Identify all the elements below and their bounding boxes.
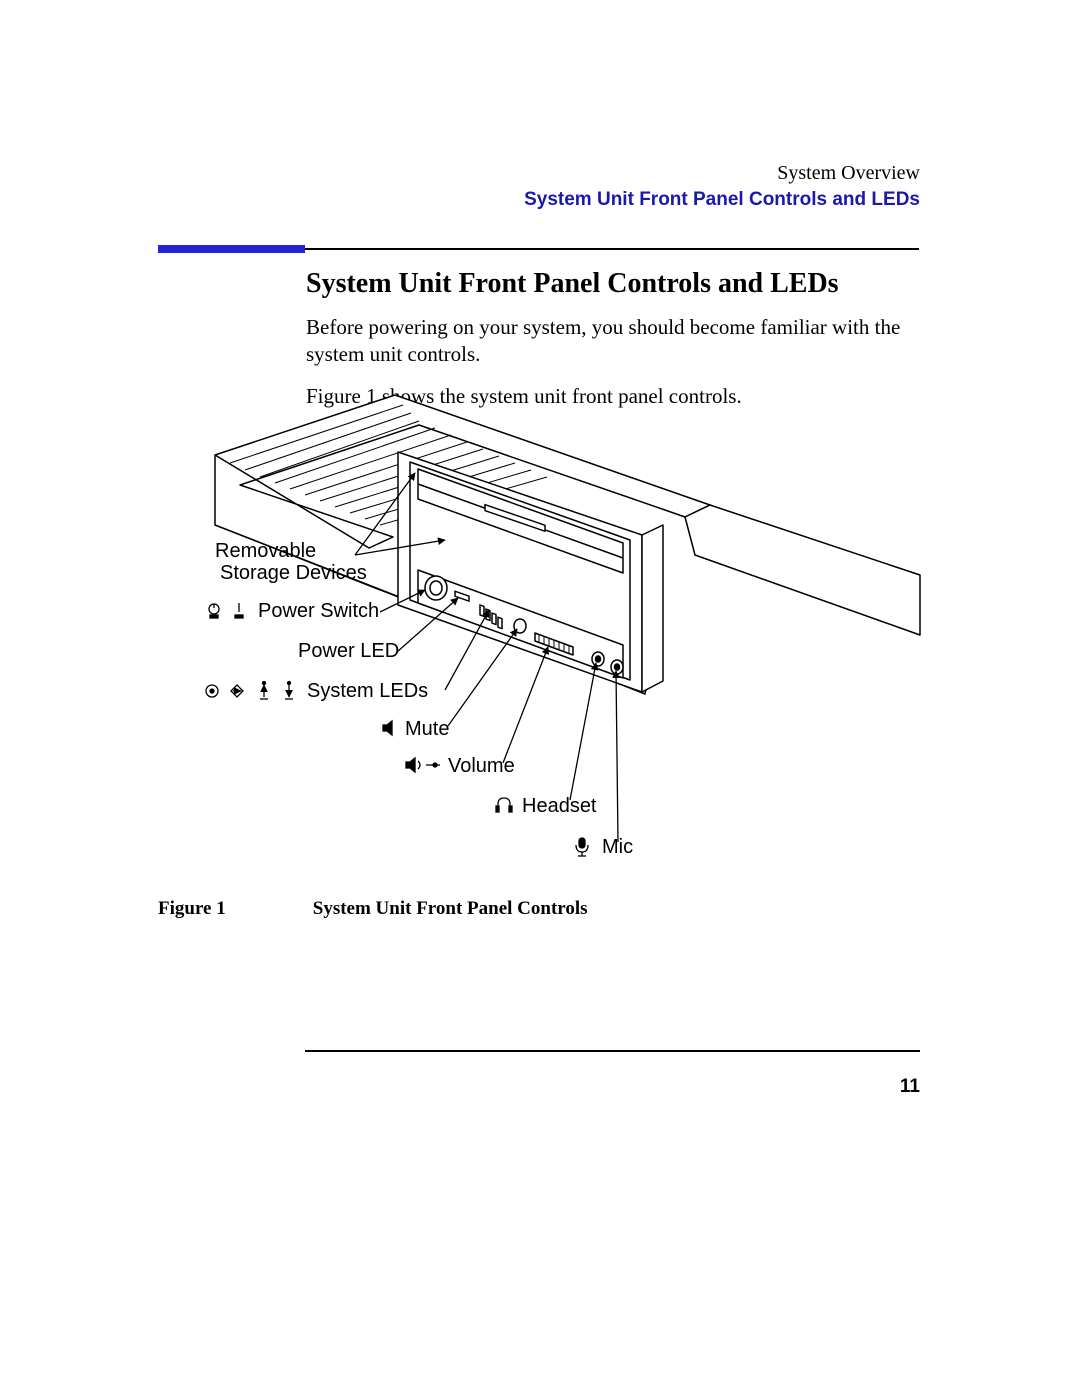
label-power-switch: Power Switch xyxy=(258,600,379,622)
label-mute: Mute xyxy=(405,718,449,740)
front-panel-diagram: Removable Storage Devices Power Switch P… xyxy=(155,395,921,870)
figure-caption-text: System Unit Front Panel Controls xyxy=(313,898,588,919)
mute-icon xyxy=(383,721,392,735)
volume-slider-icon xyxy=(426,763,440,767)
led-icon-1 xyxy=(206,685,218,697)
volume-icon xyxy=(406,758,420,772)
page-number: 11 xyxy=(900,1076,920,1098)
power-on-icon xyxy=(209,604,219,618)
section-heading: System Unit Front Panel Controls and LED… xyxy=(306,268,920,300)
label-volume: Volume xyxy=(448,755,515,777)
header-section-name: System Overview xyxy=(524,162,920,185)
label-mic: Mic xyxy=(602,836,633,858)
led-icon-2 xyxy=(231,685,243,697)
led-icon-3 xyxy=(260,682,268,700)
page-header: System Overview System Unit Front Panel … xyxy=(524,162,920,211)
label-power-led: Power LED xyxy=(298,640,399,662)
intro-paragraph-1: Before powering on your system, you shou… xyxy=(306,314,920,369)
mic-icon xyxy=(576,838,588,856)
bottom-horizontal-rule xyxy=(305,1050,920,1052)
top-horizontal-rule xyxy=(305,248,919,250)
label-removable-2: Storage Devices xyxy=(220,562,367,584)
figure-1: Removable Storage Devices Power Switch P… xyxy=(155,395,921,870)
led-icon-4 xyxy=(285,682,293,700)
label-system-leds: System LEDs xyxy=(307,680,428,702)
accent-bar xyxy=(158,245,305,253)
page: System Overview System Unit Front Panel … xyxy=(0,0,1080,1397)
headset-icon xyxy=(496,798,512,812)
figure-number: Figure 1 xyxy=(158,898,308,920)
figure-caption: Figure 1 System Unit Front Panel Control… xyxy=(158,898,920,920)
power-off-icon xyxy=(235,603,243,618)
label-removable-1: Removable xyxy=(215,540,316,562)
label-headset: Headset xyxy=(522,795,597,817)
header-subsection-name: System Unit Front Panel Controls and LED… xyxy=(524,189,920,211)
